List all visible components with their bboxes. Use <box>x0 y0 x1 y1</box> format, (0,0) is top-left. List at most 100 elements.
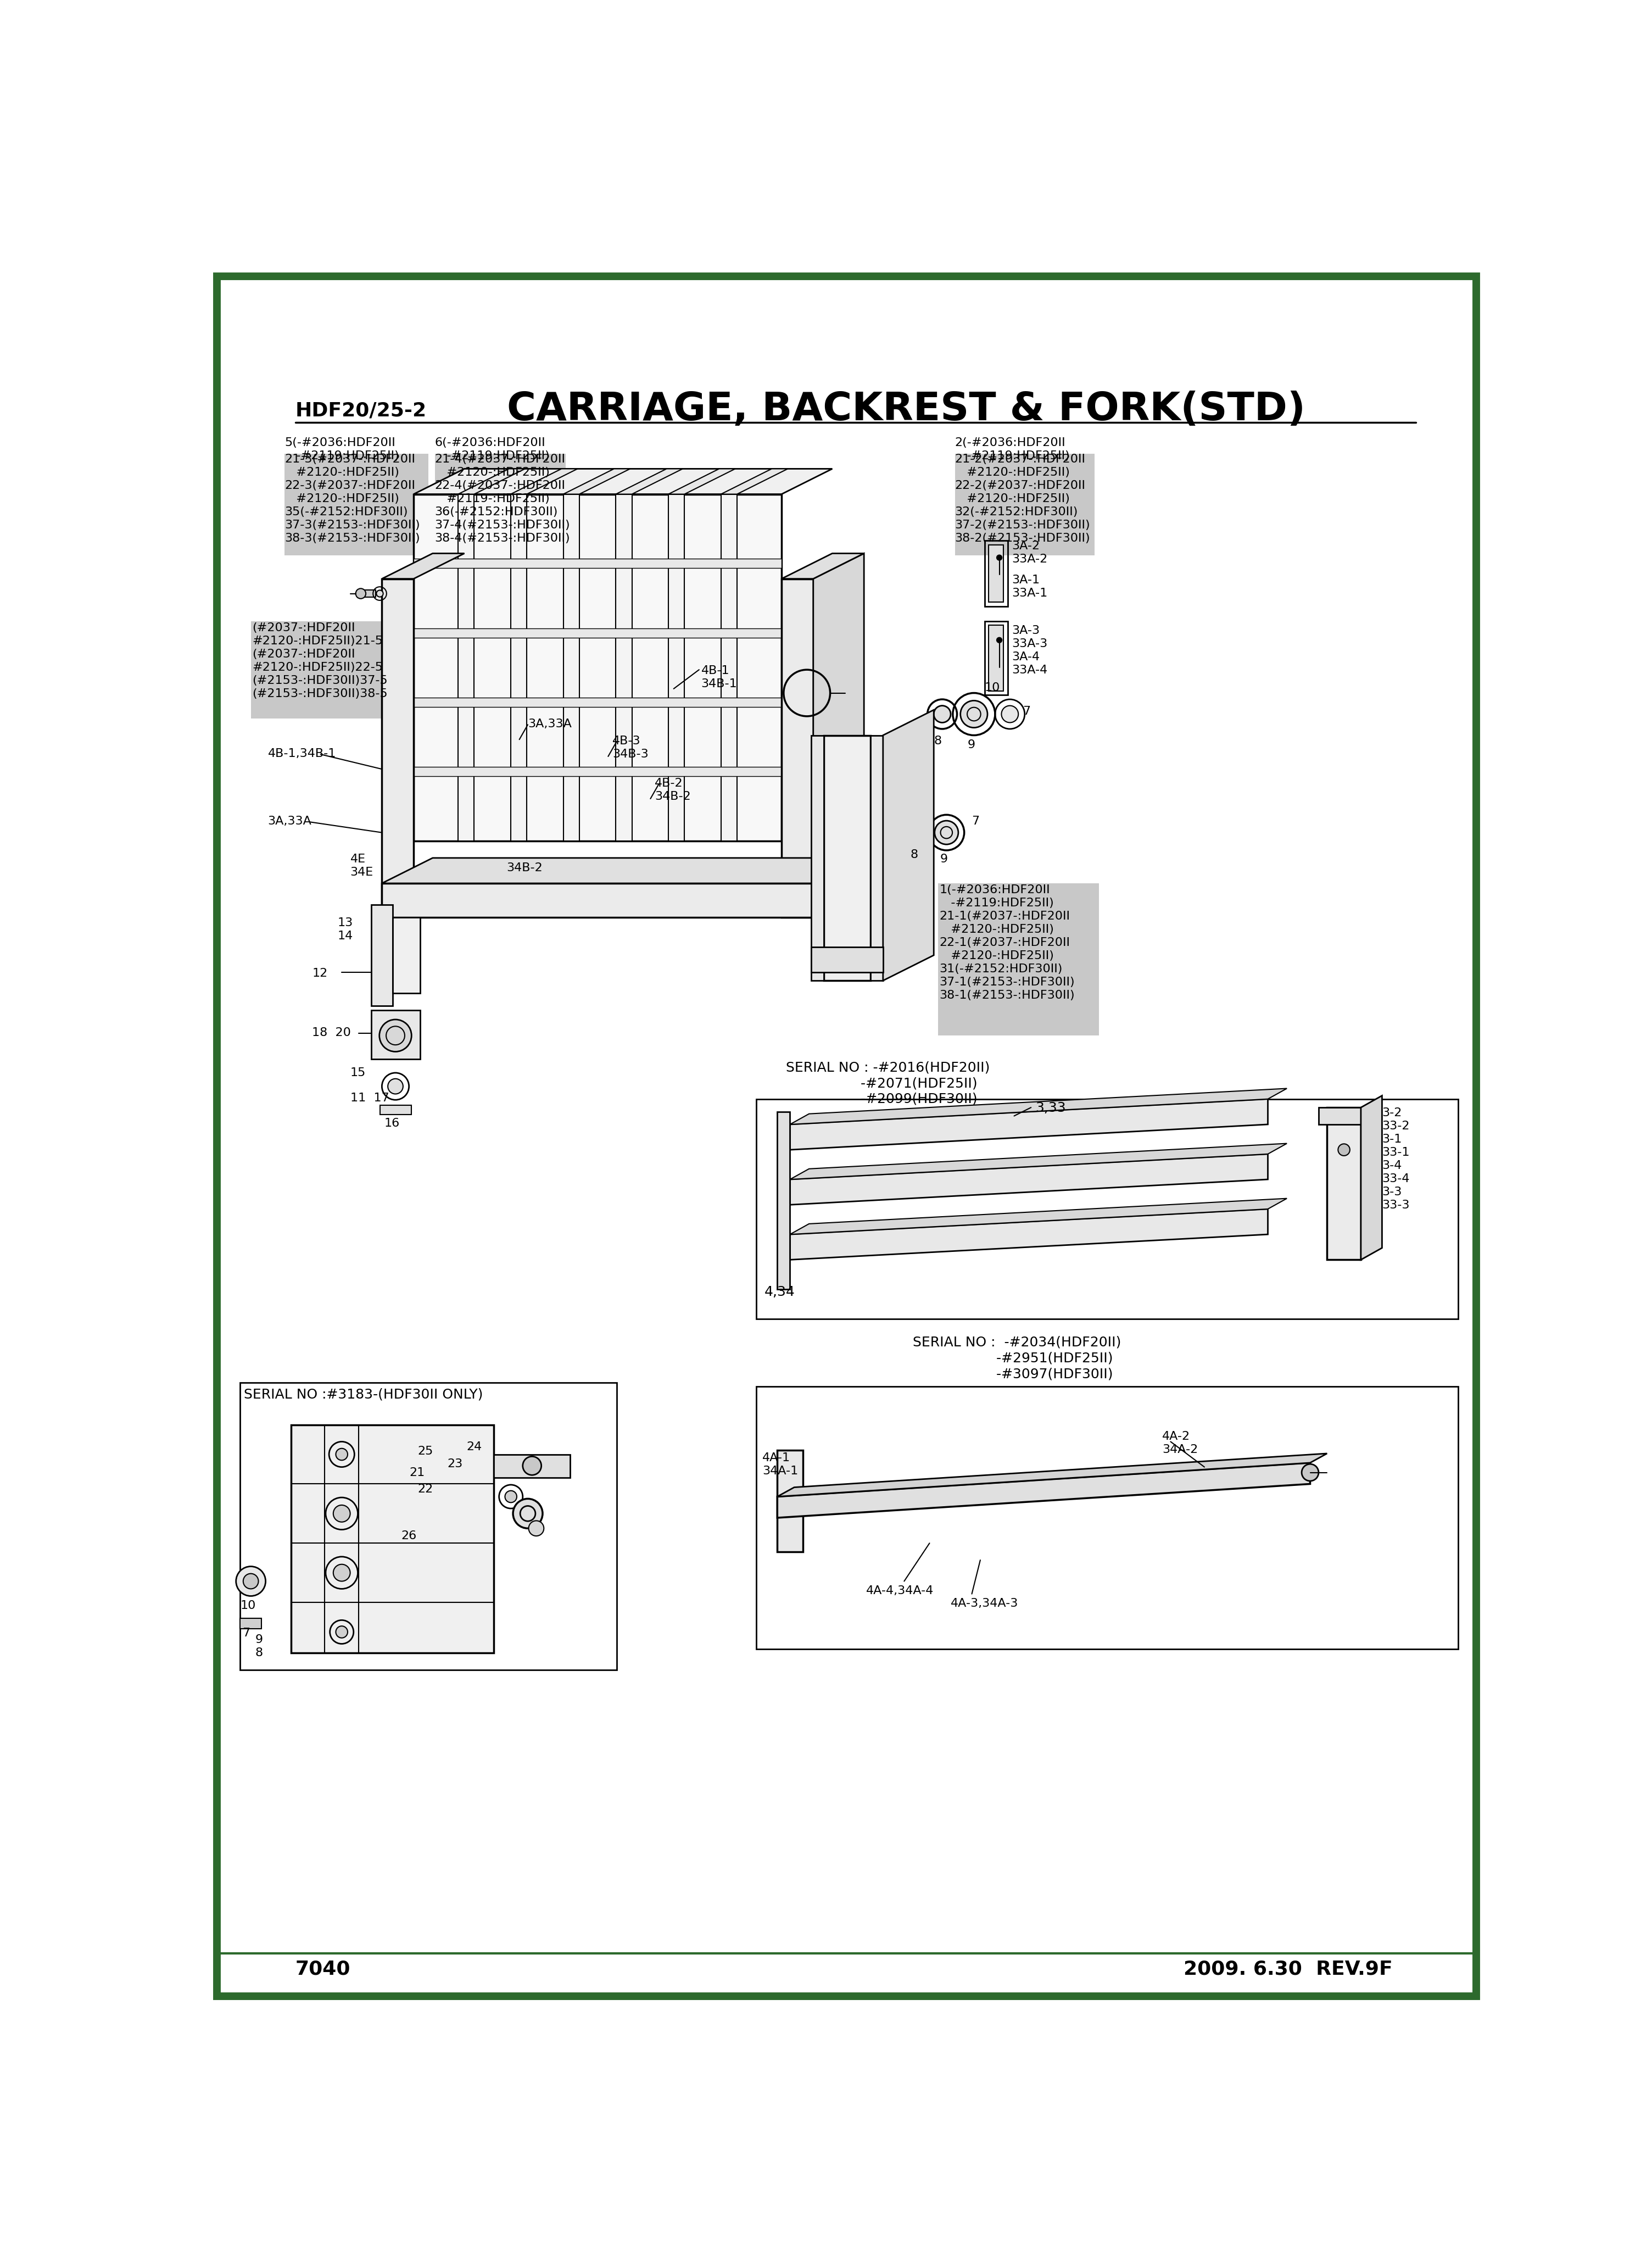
Text: 3-2
33-2
3-1
33-1
3-4
33-4
3-3
33-3: 3-2 33-2 3-1 33-1 3-4 33-4 3-3 33-3 <box>1383 1107 1409 1210</box>
Text: 4A-4,34A-4: 4A-4,34A-4 <box>866 1586 933 1598</box>
Polygon shape <box>778 1462 1310 1519</box>
Circle shape <box>335 1627 347 1638</box>
Text: 23: 23 <box>448 1458 463 1469</box>
Bar <box>372 904 393 1006</box>
Text: 9
8: 9 8 <box>254 1634 263 1658</box>
Bar <box>757 1098 1459 1318</box>
Circle shape <box>522 1456 542 1476</box>
Polygon shape <box>790 1154 1267 1204</box>
Bar <box>382 884 813 918</box>
Text: 9: 9 <box>940 853 948 864</box>
Polygon shape <box>669 468 735 495</box>
Circle shape <box>935 821 958 844</box>
Text: 4A-2
34A-2: 4A-2 34A-2 <box>1161 1431 1198 1456</box>
Text: 12: 12 <box>312 968 327 979</box>
Bar <box>413 495 781 842</box>
Text: 3A,33A: 3A,33A <box>268 817 312 826</box>
Bar <box>251 621 382 718</box>
Text: 10: 10 <box>240 1600 256 1611</box>
Circle shape <box>1338 1143 1350 1156</box>
Text: 7: 7 <box>1023 706 1031 718</box>
Polygon shape <box>781 554 864 578</box>
Text: 34B-2: 34B-2 <box>507 862 544 873</box>
Polygon shape <box>1361 1096 1383 1260</box>
Text: SERIAL NO : -#2016(HDF20II)
                 -#2071(HDF25II)
                 -#: SERIAL NO : -#2016(HDF20II) -#2071(HDF25… <box>786 1062 990 1105</box>
Text: 4A-3,34A-3: 4A-3,34A-3 <box>950 1598 1018 1609</box>
Text: (#2037-:HDF20II
#2120-:HDF25II)21-5
(#2037-:HDF20II
#2120-:HDF25II)22-5
(#2153-:: (#2037-:HDF20II #2120-:HDF25II)21-5 (#20… <box>253 623 388 700</box>
Text: SERIAL NO :#3183-(HDF30II ONLY): SERIAL NO :#3183-(HDF30II ONLY) <box>243 1388 482 1402</box>
Text: 21-4(#2037-:HDF20II
   #2120-:HDF25II)
22-4(#2037-:HDF20II
   #2119-:HDF25II)
36: 21-4(#2037-:HDF20II #2120-:HDF25II) 22-4… <box>434 455 570 544</box>
Text: 6(-#2036:HDF20II
   -#2119:HDF25II): 6(-#2036:HDF20II -#2119:HDF25II) <box>434 436 550 461</box>
Bar <box>985 621 1008 695</box>
Bar <box>757 1386 1459 1649</box>
Bar <box>291 1424 494 1654</box>
Text: 10: 10 <box>985 682 999 693</box>
Polygon shape <box>382 554 464 578</box>
Polygon shape <box>790 1208 1267 1260</box>
Bar <box>380 1105 411 1114</box>
Text: 7: 7 <box>971 817 980 826</box>
Bar <box>413 628 781 637</box>
Text: 3A-1
33A-1: 3A-1 33A-1 <box>1013 574 1047 598</box>
Polygon shape <box>778 1112 790 1289</box>
Polygon shape <box>790 1143 1287 1179</box>
Text: 24: 24 <box>466 1442 482 1454</box>
Bar <box>240 1618 261 1629</box>
Text: 3A-3
33A-3
3A-4
33A-4: 3A-3 33A-3 3A-4 33A-4 <box>1013 626 1047 675</box>
Bar <box>778 1449 803 1552</box>
Text: 15: 15 <box>350 1066 365 1078</box>
Text: SERIAL NO :  -#2034(HDF20II)
                   -#2951(HDF25II)
                : SERIAL NO : -#2034(HDF20II) -#2951(HDF25… <box>912 1336 1122 1382</box>
Bar <box>824 736 871 981</box>
Bar <box>393 918 420 992</box>
Text: 4B-2
34B-2: 4B-2 34B-2 <box>654 778 691 801</box>
Circle shape <box>243 1573 258 1588</box>
Polygon shape <box>790 1199 1287 1235</box>
Bar <box>811 736 824 981</box>
Text: 21: 21 <box>410 1467 425 1478</box>
Circle shape <box>377 590 383 596</box>
Text: 4B-3
34B-3: 4B-3 34B-3 <box>613 736 649 760</box>
Text: 7040: 7040 <box>296 1960 350 1978</box>
Bar <box>363 590 375 596</box>
Bar <box>434 455 567 556</box>
Bar <box>563 495 580 842</box>
Bar <box>938 884 1099 1035</box>
Text: 7: 7 <box>243 1627 249 1638</box>
Circle shape <box>1302 1465 1318 1480</box>
Bar <box>955 455 1095 556</box>
Circle shape <box>335 1449 347 1460</box>
Bar <box>240 1382 616 1670</box>
Text: 8: 8 <box>933 736 942 747</box>
Circle shape <box>1001 706 1018 722</box>
Polygon shape <box>790 1098 1267 1150</box>
Bar <box>494 1454 570 1478</box>
Text: 5(-#2036:HDF20II
   -#2119:HDF25II): 5(-#2036:HDF20II -#2119:HDF25II) <box>284 436 400 461</box>
Bar <box>284 455 428 556</box>
Bar <box>781 578 813 918</box>
Text: 3,33: 3,33 <box>1036 1100 1066 1114</box>
Text: 18  20: 18 20 <box>312 1026 350 1037</box>
Text: 4,34: 4,34 <box>765 1285 795 1298</box>
Circle shape <box>355 590 365 598</box>
Polygon shape <box>790 1089 1287 1125</box>
Polygon shape <box>458 468 525 495</box>
Polygon shape <box>413 468 833 495</box>
Text: 3A,33A: 3A,33A <box>527 718 572 729</box>
Bar <box>413 698 781 706</box>
Polygon shape <box>563 468 629 495</box>
Text: 2(-#2036:HDF20II
   -#2119:HDF25II): 2(-#2036:HDF20II -#2119:HDF25II) <box>955 436 1069 461</box>
Circle shape <box>933 706 950 722</box>
Bar <box>990 626 1003 691</box>
Circle shape <box>960 700 988 727</box>
Circle shape <box>380 1019 411 1051</box>
Text: 26: 26 <box>401 1530 416 1541</box>
Text: 1(-#2036:HDF20II
   -#2119:HDF25II)
21-1(#2037-:HDF20II
   #2120-:HDF25II)
22-1(: 1(-#2036:HDF20II -#2119:HDF25II) 21-1(#2… <box>940 884 1075 1001</box>
Circle shape <box>506 1492 517 1503</box>
Bar <box>985 540 1008 605</box>
Circle shape <box>996 637 1001 644</box>
Polygon shape <box>720 468 788 495</box>
Bar <box>990 544 1003 603</box>
Polygon shape <box>510 468 578 495</box>
Polygon shape <box>778 1454 1327 1496</box>
Text: 8: 8 <box>910 850 919 860</box>
